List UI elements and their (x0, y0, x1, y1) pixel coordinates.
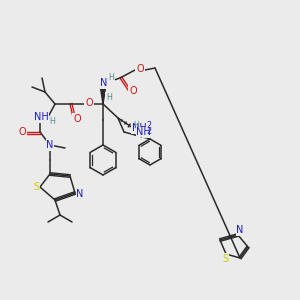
Text: N: N (100, 78, 108, 88)
Text: O: O (18, 127, 26, 137)
Text: H: H (108, 74, 114, 82)
Text: H: H (133, 121, 139, 130)
Polygon shape (100, 88, 106, 104)
Text: S: S (33, 182, 39, 192)
Text: 2: 2 (146, 121, 151, 130)
Text: H: H (106, 92, 112, 101)
Text: NH: NH (136, 127, 151, 137)
Text: H: H (49, 118, 55, 127)
Text: NH: NH (34, 112, 48, 122)
Text: H: H (143, 128, 149, 137)
Text: S: S (222, 254, 228, 264)
Text: O: O (129, 86, 137, 96)
Text: NH: NH (132, 123, 146, 133)
Text: 2: 2 (146, 128, 151, 136)
Text: O: O (73, 114, 81, 124)
Text: N: N (76, 189, 84, 199)
Text: N: N (236, 225, 244, 235)
Text: N: N (46, 140, 54, 150)
Text: O: O (85, 98, 93, 108)
Text: O: O (136, 64, 144, 74)
